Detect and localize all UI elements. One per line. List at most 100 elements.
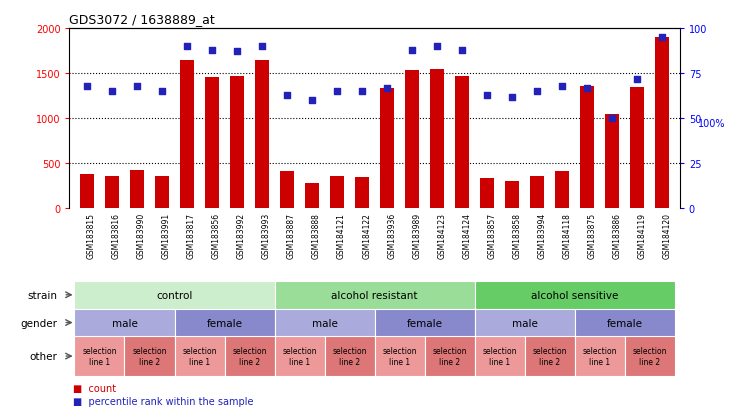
Bar bbox=[224, 337, 275, 376]
Point bbox=[206, 47, 218, 54]
Text: GSM184120: GSM184120 bbox=[662, 213, 671, 259]
Text: male: male bbox=[112, 318, 137, 328]
Bar bbox=[630, 88, 644, 209]
Bar bbox=[75, 309, 175, 337]
Point bbox=[81, 83, 93, 90]
Bar bbox=[556, 171, 569, 209]
Y-axis label: 100%: 100% bbox=[697, 119, 725, 129]
Point bbox=[257, 44, 268, 50]
Bar bbox=[306, 184, 319, 209]
Text: selection
line 2: selection line 2 bbox=[632, 347, 667, 366]
Point bbox=[632, 76, 643, 83]
Text: GSM183936: GSM183936 bbox=[387, 213, 396, 259]
Point bbox=[106, 89, 118, 95]
Bar bbox=[505, 182, 519, 209]
Text: GSM183816: GSM183816 bbox=[112, 213, 121, 259]
Text: gender: gender bbox=[20, 318, 57, 328]
Point bbox=[656, 35, 668, 41]
Point bbox=[531, 89, 543, 95]
Text: GSM183989: GSM183989 bbox=[412, 213, 421, 259]
Text: selection
line 1: selection line 1 bbox=[82, 347, 117, 366]
Bar bbox=[230, 77, 244, 209]
Text: selection
line 2: selection line 2 bbox=[232, 347, 267, 366]
Bar bbox=[355, 178, 369, 209]
Text: control: control bbox=[156, 290, 193, 300]
Text: GSM184121: GSM184121 bbox=[337, 213, 346, 259]
Bar bbox=[425, 337, 474, 376]
Bar bbox=[625, 337, 675, 376]
Bar bbox=[175, 309, 275, 337]
Text: selection
line 1: selection line 1 bbox=[282, 347, 317, 366]
Text: GSM183857: GSM183857 bbox=[487, 213, 496, 259]
Bar bbox=[275, 281, 474, 309]
Bar bbox=[474, 337, 525, 376]
Bar bbox=[130, 170, 144, 209]
Text: GSM183992: GSM183992 bbox=[237, 213, 246, 259]
Text: selection
line 2: selection line 2 bbox=[433, 347, 467, 366]
Text: alcohol sensitive: alcohol sensitive bbox=[531, 290, 618, 300]
Bar bbox=[405, 71, 419, 209]
Text: male: male bbox=[512, 318, 538, 328]
Text: GDS3072 / 1638889_at: GDS3072 / 1638889_at bbox=[69, 13, 215, 26]
Text: GSM183990: GSM183990 bbox=[137, 213, 146, 259]
Text: selection
line 1: selection line 1 bbox=[482, 347, 517, 366]
Bar bbox=[656, 38, 669, 209]
Bar bbox=[75, 281, 275, 309]
Bar bbox=[105, 177, 119, 209]
Bar bbox=[175, 337, 224, 376]
Text: GSM183858: GSM183858 bbox=[512, 213, 521, 259]
Point bbox=[331, 89, 343, 95]
Text: ■  percentile rank within the sample: ■ percentile rank within the sample bbox=[73, 396, 254, 406]
Text: strain: strain bbox=[27, 290, 57, 300]
Text: female: female bbox=[207, 318, 243, 328]
Bar bbox=[380, 89, 394, 209]
Bar bbox=[124, 337, 175, 376]
Point bbox=[507, 94, 518, 101]
Text: selection
line 1: selection line 1 bbox=[182, 347, 217, 366]
Bar bbox=[275, 337, 325, 376]
Text: GSM183887: GSM183887 bbox=[287, 213, 296, 259]
Text: GSM183817: GSM183817 bbox=[187, 213, 196, 259]
Point bbox=[306, 97, 318, 104]
Point bbox=[181, 44, 193, 50]
Point bbox=[382, 85, 393, 92]
Bar bbox=[75, 337, 124, 376]
Bar bbox=[531, 176, 544, 209]
Bar bbox=[374, 337, 425, 376]
Point bbox=[581, 85, 593, 92]
Bar bbox=[580, 87, 594, 209]
Text: GSM183886: GSM183886 bbox=[613, 213, 621, 259]
Text: selection
line 2: selection line 2 bbox=[333, 347, 367, 366]
Text: GSM183815: GSM183815 bbox=[87, 213, 96, 259]
Bar bbox=[575, 337, 625, 376]
Bar bbox=[480, 178, 494, 209]
Text: GSM183888: GSM183888 bbox=[312, 213, 321, 259]
Bar bbox=[205, 78, 219, 209]
Bar bbox=[80, 175, 94, 209]
Bar bbox=[255, 60, 269, 209]
Bar bbox=[180, 60, 194, 209]
Text: GSM183875: GSM183875 bbox=[587, 213, 596, 259]
Bar bbox=[280, 171, 294, 209]
Point bbox=[156, 89, 168, 95]
Point bbox=[231, 49, 243, 56]
Point bbox=[456, 47, 468, 54]
Text: alcohol resistant: alcohol resistant bbox=[331, 290, 418, 300]
Text: female: female bbox=[406, 318, 443, 328]
Point bbox=[481, 92, 493, 99]
Point bbox=[356, 89, 368, 95]
Point bbox=[431, 44, 443, 50]
Text: GSM184118: GSM184118 bbox=[562, 213, 571, 259]
Text: selection
line 1: selection line 1 bbox=[583, 347, 617, 366]
Bar bbox=[575, 309, 675, 337]
Bar bbox=[455, 77, 469, 209]
Text: selection
line 2: selection line 2 bbox=[532, 347, 567, 366]
Bar bbox=[605, 114, 619, 209]
Bar bbox=[374, 309, 474, 337]
Point bbox=[607, 116, 618, 122]
Bar bbox=[155, 177, 169, 209]
Text: GSM184119: GSM184119 bbox=[637, 213, 646, 259]
Text: selection
line 1: selection line 1 bbox=[382, 347, 417, 366]
Point bbox=[406, 47, 418, 54]
Bar bbox=[474, 281, 675, 309]
